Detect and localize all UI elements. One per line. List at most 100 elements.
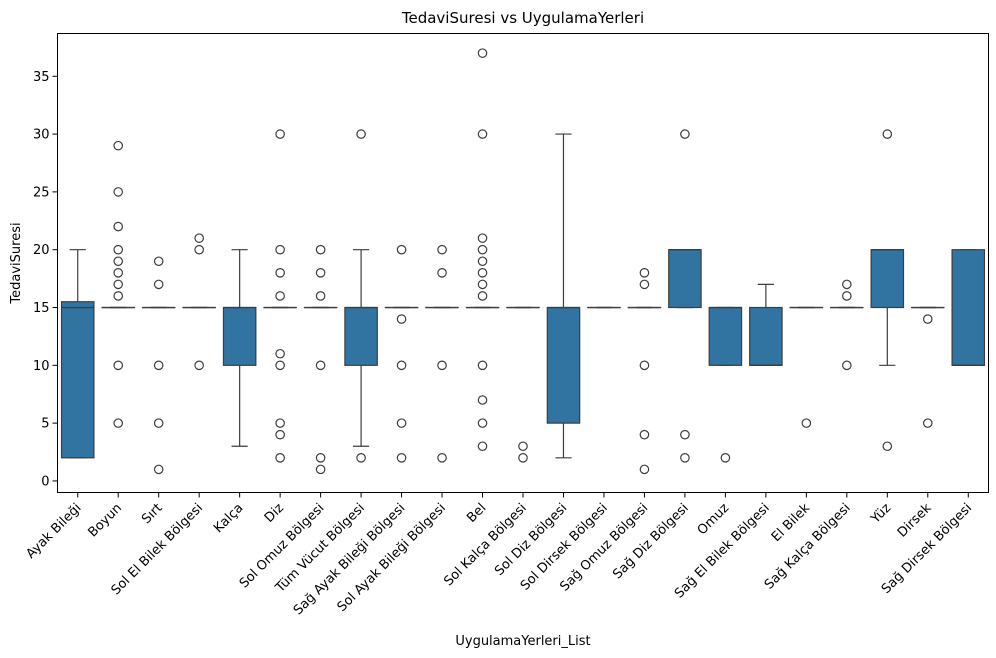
chart-title: TedaviSuresi vs UygulamaYerleri: [401, 9, 644, 27]
outlier-point: [477, 360, 488, 371]
outlier-point: [275, 129, 285, 139]
box-group: [951, 249, 986, 367]
box-group: [910, 306, 945, 428]
outlier-point: [680, 453, 690, 463]
outlier-point: [113, 291, 124, 301]
outlier-point: [315, 291, 326, 301]
outlier-point: [518, 453, 528, 463]
outlier-point: [194, 233, 204, 243]
outlier-point: [639, 279, 650, 290]
outlier-point: [477, 441, 488, 452]
outlier-point: [639, 429, 650, 440]
outlier-point: [356, 453, 366, 463]
box-group: [303, 244, 338, 475]
box-group: [182, 233, 216, 371]
outlier-point: [275, 360, 285, 371]
plot-frame: [57, 33, 989, 493]
box-iqr: [951, 249, 986, 366]
outlier-point: [275, 268, 285, 278]
outlier-point: [396, 244, 407, 255]
outlier-point: [680, 129, 690, 139]
outlier-point: [113, 268, 124, 278]
y-tick-label: 15: [33, 301, 50, 316]
outlier-point: [113, 244, 124, 255]
box-group: [222, 249, 257, 447]
outlier-point: [477, 268, 488, 278]
box-group: [749, 283, 783, 367]
outlier-point: [437, 244, 447, 255]
y-tick-label: 35: [33, 70, 50, 85]
outlier-point: [315, 268, 326, 278]
outlier-point: [477, 244, 488, 255]
outlier-point: [153, 464, 164, 475]
y-tick-label: 20: [33, 243, 50, 258]
box-group: [830, 279, 864, 371]
box-iqr: [668, 249, 702, 309]
box-group: [789, 306, 824, 428]
box-group: [708, 306, 743, 463]
outlier-point: [882, 129, 893, 139]
outlier-point: [113, 256, 124, 267]
box-group: [506, 306, 540, 463]
box-group: [384, 244, 419, 463]
box-iqr: [870, 249, 905, 309]
outlier-point: [922, 418, 933, 428]
outlier-point: [477, 279, 488, 290]
plot-area: [60, 48, 986, 475]
outlier-point: [194, 360, 204, 371]
x-axis-label: UygulamaYerleri_List: [455, 634, 590, 649]
box-iqr: [546, 306, 581, 424]
box-group: [60, 249, 95, 459]
y-tick-label: 5: [41, 417, 49, 432]
outlier-point: [477, 48, 488, 58]
y-tick-label: 25: [33, 185, 50, 200]
outlier-point: [842, 279, 852, 290]
box-group: [263, 129, 297, 463]
outlier-point: [639, 268, 650, 278]
outlier-point: [518, 441, 528, 452]
outlier-point: [922, 314, 933, 324]
outlier-point: [153, 279, 164, 290]
outlier-point: [315, 360, 326, 371]
outlier-point: [113, 418, 124, 428]
outlier-point: [275, 418, 285, 428]
outlier-point: [437, 268, 447, 278]
box-iqr: [749, 306, 783, 366]
outlier-point: [720, 453, 731, 463]
box-group: [668, 129, 702, 463]
outlier-point: [275, 291, 285, 301]
outlier-point: [113, 279, 124, 290]
box-iqr: [222, 306, 257, 366]
box-group: [344, 129, 378, 463]
box-group: [870, 129, 905, 452]
outlier-point: [477, 418, 488, 428]
box-group: [101, 140, 136, 428]
outlier-point: [882, 441, 893, 452]
outlier-point: [113, 187, 124, 197]
outlier-point: [275, 453, 285, 463]
outlier-point: [113, 140, 124, 151]
outlier-point: [639, 464, 650, 475]
outlier-point: [153, 418, 164, 428]
outlier-point: [396, 360, 407, 371]
outlier-point: [396, 453, 407, 463]
outlier-point: [315, 464, 326, 475]
outlier-point: [194, 244, 204, 255]
outlier-point: [842, 360, 852, 371]
box-group: [546, 133, 581, 459]
outlier-point: [477, 233, 488, 243]
outlier-point: [113, 360, 124, 371]
outlier-point: [801, 418, 812, 428]
outlier-point: [437, 360, 447, 371]
outlier-point: [396, 418, 407, 428]
y-tick-label: 10: [33, 359, 50, 374]
outlier-point: [113, 221, 124, 232]
outlier-point: [396, 314, 407, 324]
outlier-point: [842, 291, 852, 301]
outlier-point: [275, 348, 285, 359]
box-group: [425, 244, 459, 463]
outlier-point: [639, 360, 650, 371]
outlier-point: [275, 244, 285, 255]
outlier-point: [477, 291, 488, 301]
